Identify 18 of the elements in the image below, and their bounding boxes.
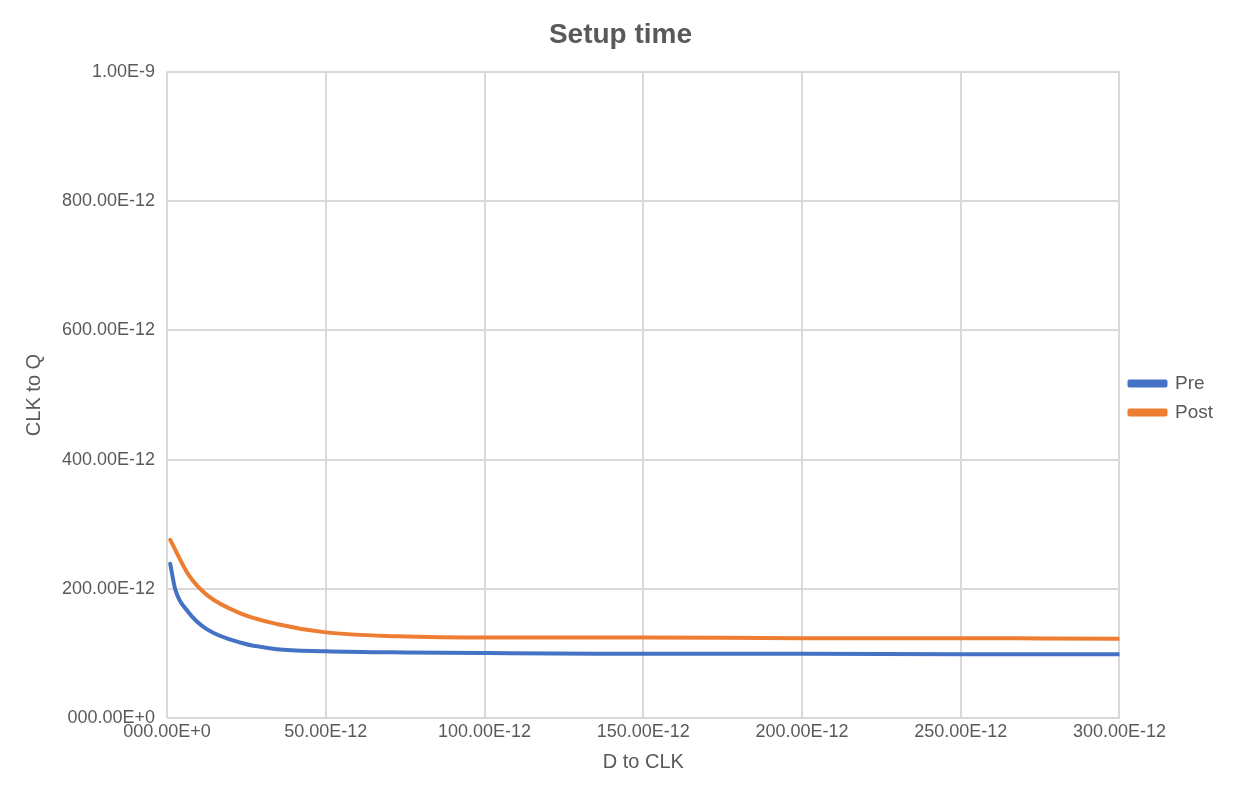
line-series [168,537,1120,641]
chart-title: Setup time [548,17,693,49]
y-axis-title: CLK to Q [21,353,44,437]
y-tick-label: 200.00E-12 [62,578,156,599]
line-series [168,561,1120,657]
x-tick-label: 150.00E-12 [596,721,690,742]
x-axis-title: D to CLK [602,749,685,772]
x-tick-label: 100.00E-12 [438,721,532,742]
y-tick-label: 600.00E-12 [62,319,156,340]
x-tick-label: 50.00E-12 [284,721,368,742]
x-tick-label: 300.00E-12 [1072,721,1167,742]
x-tick-label: 200.00E-12 [755,721,849,742]
legend-label: Post [1174,400,1214,422]
x-tick-label: 250.00E-12 [914,721,1008,742]
y-tick-label: 400.00E-12 [62,448,156,469]
y-tick-label: 1.00E-9 [92,60,156,81]
legend-label: Pre [1174,371,1205,393]
y-tick-label: 800.00E-12 [62,189,156,210]
